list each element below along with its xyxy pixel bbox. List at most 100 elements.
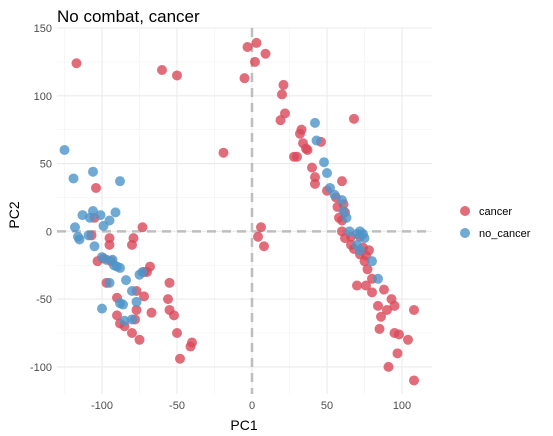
data-point-no-cancer: [115, 262, 125, 273]
y-axis-ticks: -100 -50 0 50 100 150: [30, 23, 52, 374]
reference-lines: [57, 28, 432, 394]
data-point-no-cancer: [311, 135, 322, 146]
data-point-cancer: [394, 329, 404, 340]
data-point-cancer: [169, 310, 179, 321]
data-point-no-cancer: [373, 273, 383, 284]
data-point-cancer: [172, 70, 182, 81]
data-point-cancer: [337, 176, 347, 187]
x-tick-label: 0: [249, 400, 255, 412]
x-axis-ticks: -100 -50 0 50 100: [91, 400, 411, 412]
data-point-cancer: [403, 334, 413, 345]
y-tick-label: 50: [40, 159, 52, 171]
data-point-no-cancer: [110, 207, 121, 218]
y-tick-label: 0: [46, 226, 52, 238]
data-point-cancer: [131, 304, 142, 315]
y-tick-label: 100: [34, 91, 52, 103]
data-point-cancer: [242, 41, 253, 52]
legend-label-no-cancer: no_cancer: [479, 228, 531, 240]
data-point-no-cancer: [107, 254, 118, 265]
data-point-cancer: [409, 304, 419, 315]
data-point-no-cancer: [85, 212, 95, 223]
data-point-no-cancer: [131, 296, 142, 307]
data-point-cancer: [359, 256, 370, 267]
data-point-no-cancer: [322, 168, 332, 179]
data-point-cancer: [373, 300, 383, 311]
data-point-no-cancer: [88, 166, 98, 177]
data-point-no-cancer: [367, 256, 377, 267]
data-point-no-cancer: [359, 233, 370, 244]
data-point-no-cancer: [83, 230, 94, 241]
data-point-no-cancer: [341, 212, 352, 223]
data-point-cancer: [376, 311, 386, 322]
data-point-cancer: [409, 375, 419, 386]
chart-title: No combat, cancer: [57, 7, 200, 26]
data-point-no-cancer: [127, 285, 137, 296]
data-point-cancer: [292, 151, 302, 162]
data-point-cancer: [218, 147, 229, 158]
data-point-cancer: [260, 48, 271, 59]
data-point-cancer: [374, 323, 385, 334]
data-point-cancer: [172, 328, 182, 338]
data-point-cancer: [91, 182, 101, 193]
data-point-no-cancer: [115, 176, 125, 187]
data-point-cancer: [382, 304, 392, 315]
data-point-cancer: [362, 264, 373, 275]
data-point-no-cancer: [319, 157, 329, 168]
data-point-cancer: [259, 241, 269, 252]
data-point-cancer: [389, 300, 400, 311]
data-point-cancer: [256, 222, 266, 233]
data-point-cancer: [250, 56, 260, 67]
data-point-no-cancer: [344, 226, 355, 237]
data-point-cancer: [352, 280, 362, 291]
data-point-cancer: [379, 284, 389, 295]
data-point-no-cancer: [137, 267, 148, 277]
x-axis-label: PC1: [230, 417, 257, 433]
data-point-cancer: [307, 162, 317, 173]
x-tick-label: 100: [393, 400, 411, 412]
data-point-no-cancer: [355, 245, 365, 256]
data-point-cancer: [127, 239, 137, 250]
data-point-no-cancer: [74, 234, 85, 245]
data-point-cancer: [361, 280, 371, 291]
data-point-cancer: [251, 37, 262, 48]
data-point-cancer: [278, 79, 289, 90]
legend: cancer no_cancer: [460, 206, 531, 240]
data-point-cancer: [280, 108, 290, 119]
y-axis-label: PC2: [6, 201, 22, 228]
data-point-cancer: [163, 294, 173, 305]
data-point-no-cancer: [89, 241, 100, 252]
data-point-cancer: [277, 89, 287, 100]
data-point-no-cancer: [70, 222, 80, 233]
data-point-cancer: [127, 328, 137, 338]
data-point-cancer: [349, 113, 359, 124]
data-point-cancer: [253, 231, 263, 242]
data-point-cancer: [187, 337, 197, 348]
data-point-cancer: [104, 233, 115, 244]
data-point-no-cancer: [104, 277, 115, 288]
y-tick-label: 150: [34, 23, 52, 35]
data-point-cancer: [310, 178, 320, 189]
legend-label-cancer: cancer: [479, 206, 512, 218]
data-point-cancer: [239, 73, 250, 84]
x-tick-label: -50: [169, 400, 185, 412]
data-point-cancer: [302, 145, 313, 155]
data-point-no-cancer: [104, 215, 115, 226]
y-tick-label: -50: [36, 294, 52, 306]
data-points: [59, 37, 419, 386]
data-point-no-cancer: [68, 173, 79, 184]
data-point-no-cancer: [119, 315, 130, 326]
data-point-cancer: [164, 277, 175, 288]
data-point-cancer: [134, 334, 145, 345]
data-point-no-cancer: [97, 303, 107, 314]
data-point-cancer: [145, 261, 155, 272]
legend-key-cancer: [460, 206, 470, 216]
data-point-no-cancer: [310, 117, 320, 128]
data-point-no-cancer: [95, 210, 106, 221]
data-point-cancer: [157, 65, 167, 76]
data-point-cancer: [137, 222, 148, 233]
data-point-no-cancer: [118, 299, 128, 310]
data-point-cancer: [139, 291, 149, 302]
data-point-no-cancer: [77, 210, 88, 221]
data-point-no-cancer: [121, 275, 131, 286]
